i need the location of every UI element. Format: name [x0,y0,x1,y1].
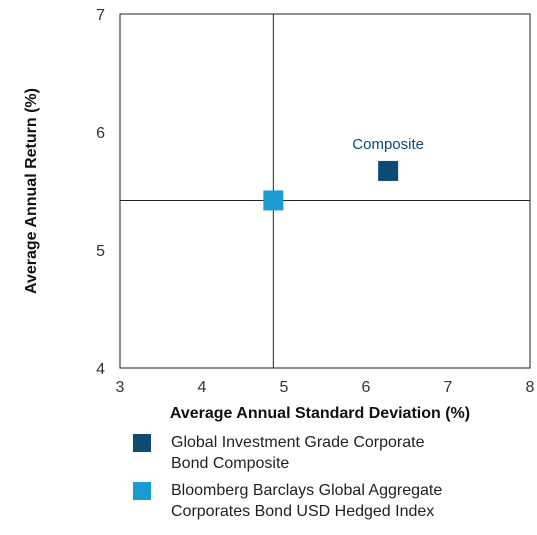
x-tick-labels: 3 4 5 6 7 8 [116,379,535,396]
legend-label-index: Bloomberg Barclays Global Aggregate Corp… [171,482,443,520]
x-tick-label: 4 [198,379,207,396]
legend-item-index: Bloomberg Barclays Global Aggregate Corp… [133,480,533,522]
legend: Global Investment Grade Corporate Bond C… [133,432,533,528]
y-tick-labels: 4 5 6 7 [96,7,105,378]
annotations: Composite [352,136,424,153]
x-tick-label: 3 [116,379,125,396]
data-point-composite [378,160,399,181]
plot-frame [119,13,531,369]
legend-label-composite: Global Investment Grade Corporate Bond C… [171,434,425,472]
x-axis-title: Average Annual Standard Deviation (%) [170,405,470,422]
data-points [263,160,399,211]
data-point-index [263,190,284,211]
legend-swatch-composite [133,434,151,452]
legend-swatch-index [133,482,151,500]
crosshair-lines [120,14,530,368]
x-tick-label: 8 [526,379,535,396]
x-tick-label: 7 [444,379,453,396]
y-axis-title: Average Annual Return (%) [23,88,40,294]
annotation-label: Composite [352,136,424,153]
y-tick-label: 5 [96,243,105,260]
legend-item-composite: Global Investment Grade Corporate Bond C… [133,432,533,474]
x-tick-label: 6 [362,379,371,396]
y-tick-label: 7 [96,7,105,24]
x-tick-label: 5 [280,379,289,396]
y-tick-label: 6 [96,125,105,142]
plot-area [119,13,531,369]
y-tick-label: 4 [96,361,105,378]
